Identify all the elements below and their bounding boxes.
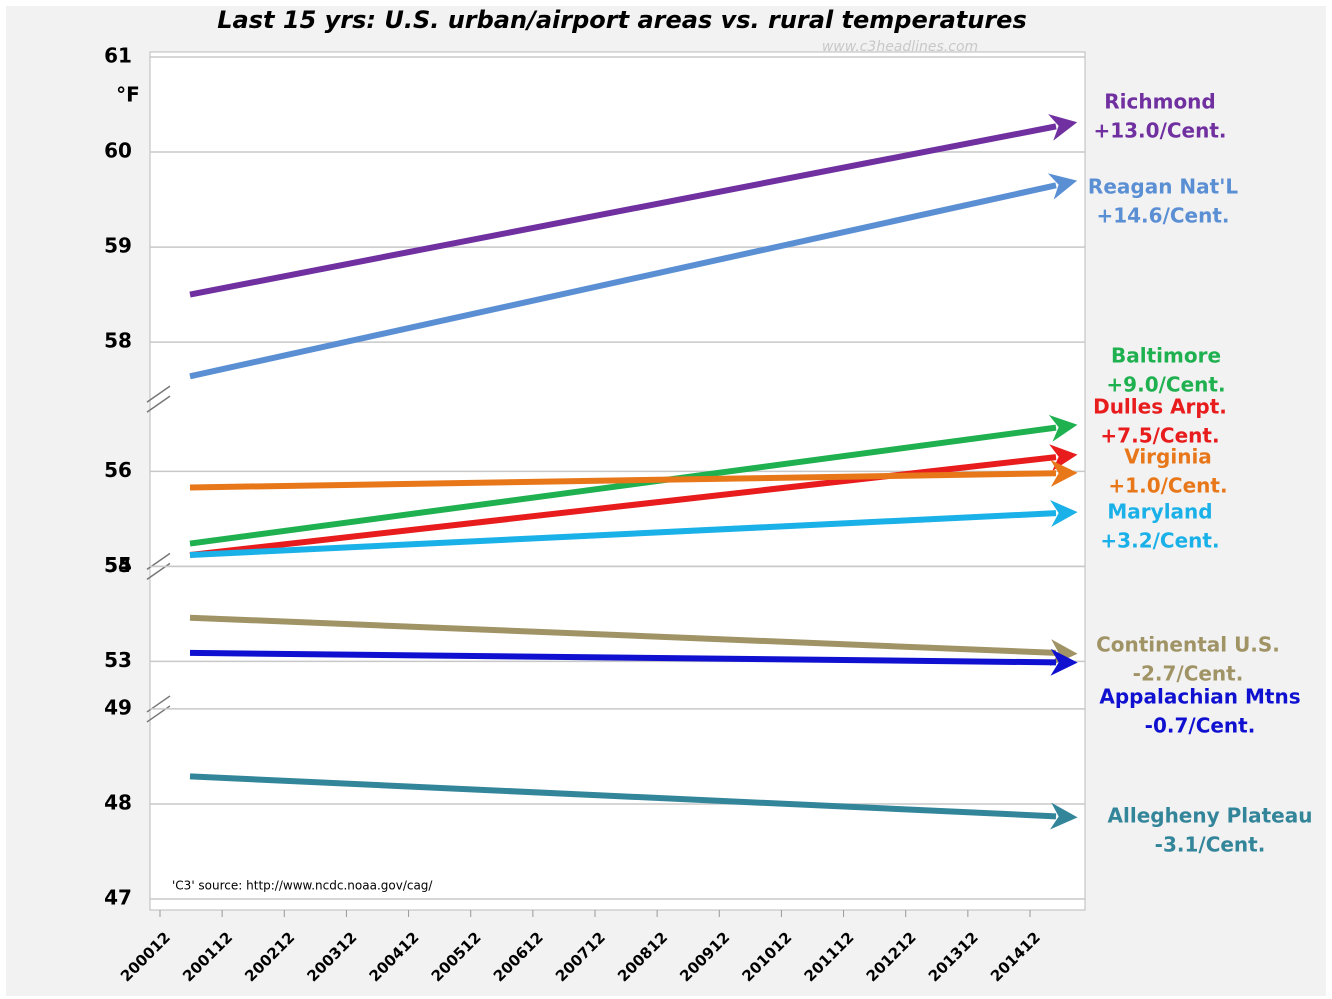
y-tick-label: 55 <box>104 553 132 577</box>
legend-name: Appalachian Mtns <box>1099 685 1300 709</box>
legend-name: Virginia <box>1124 445 1212 469</box>
legend-name: Reagan Nat'L <box>1088 175 1238 199</box>
chart-title: Last 15 yrs: U.S. urban/airport areas vs… <box>217 6 1026 34</box>
y-tick-label: 60 <box>104 139 132 163</box>
y-tick-label: 54 <box>104 553 132 577</box>
legend-rate: -0.7/Cent. <box>1145 714 1256 738</box>
y-tick-label: 59 <box>104 234 132 258</box>
axis-break <box>146 395 171 413</box>
y-tick-label: 48 <box>104 790 132 814</box>
legend-rate: +14.6/Cent. <box>1096 204 1229 228</box>
y-tick-label: 49 <box>104 695 132 719</box>
legend-name: Allegheny Plateau <box>1108 804 1313 828</box>
legend-name: Richmond <box>1104 90 1215 114</box>
legend-rate: +1.0/Cent. <box>1108 474 1227 498</box>
y-tick-label: 56 <box>104 458 132 482</box>
y-unit: °F <box>116 83 140 107</box>
watermark: www.c3headlines.com <box>822 39 978 55</box>
legend-rate: +9.0/Cent. <box>1106 373 1225 397</box>
legend-name: Baltimore <box>1111 344 1221 368</box>
y-tick-label: 53 <box>104 648 132 672</box>
legend-rate: +3.2/Cent. <box>1100 529 1219 553</box>
axis-break <box>146 385 171 403</box>
legend-name: Maryland <box>1107 500 1212 524</box>
legend-name: Dulles Arpt. <box>1093 395 1227 419</box>
trend-line <box>189 114 1078 298</box>
trend-line <box>189 648 1078 676</box>
y-tick-label: 58 <box>104 329 132 353</box>
legend-rate: -3.1/Cent. <box>1155 833 1266 857</box>
trend-line <box>189 459 1078 491</box>
trend-line <box>189 499 1078 558</box>
trend-line <box>189 414 1078 547</box>
legend-name: Continental U.S. <box>1096 633 1280 657</box>
legend-rate: +13.0/Cent. <box>1093 119 1226 143</box>
legend-rate: +7.5/Cent. <box>1100 424 1219 448</box>
y-tick-label: 61 <box>104 44 132 68</box>
y-tick-label: 47 <box>104 886 132 910</box>
source-note: 'C3' source: http://www.ncdc.noaa.gov/ca… <box>172 879 433 893</box>
legend-rate: -2.7/Cent. <box>1133 662 1244 686</box>
trend-line <box>189 773 1078 830</box>
trend-line <box>189 614 1078 667</box>
trend-line <box>189 173 1078 380</box>
